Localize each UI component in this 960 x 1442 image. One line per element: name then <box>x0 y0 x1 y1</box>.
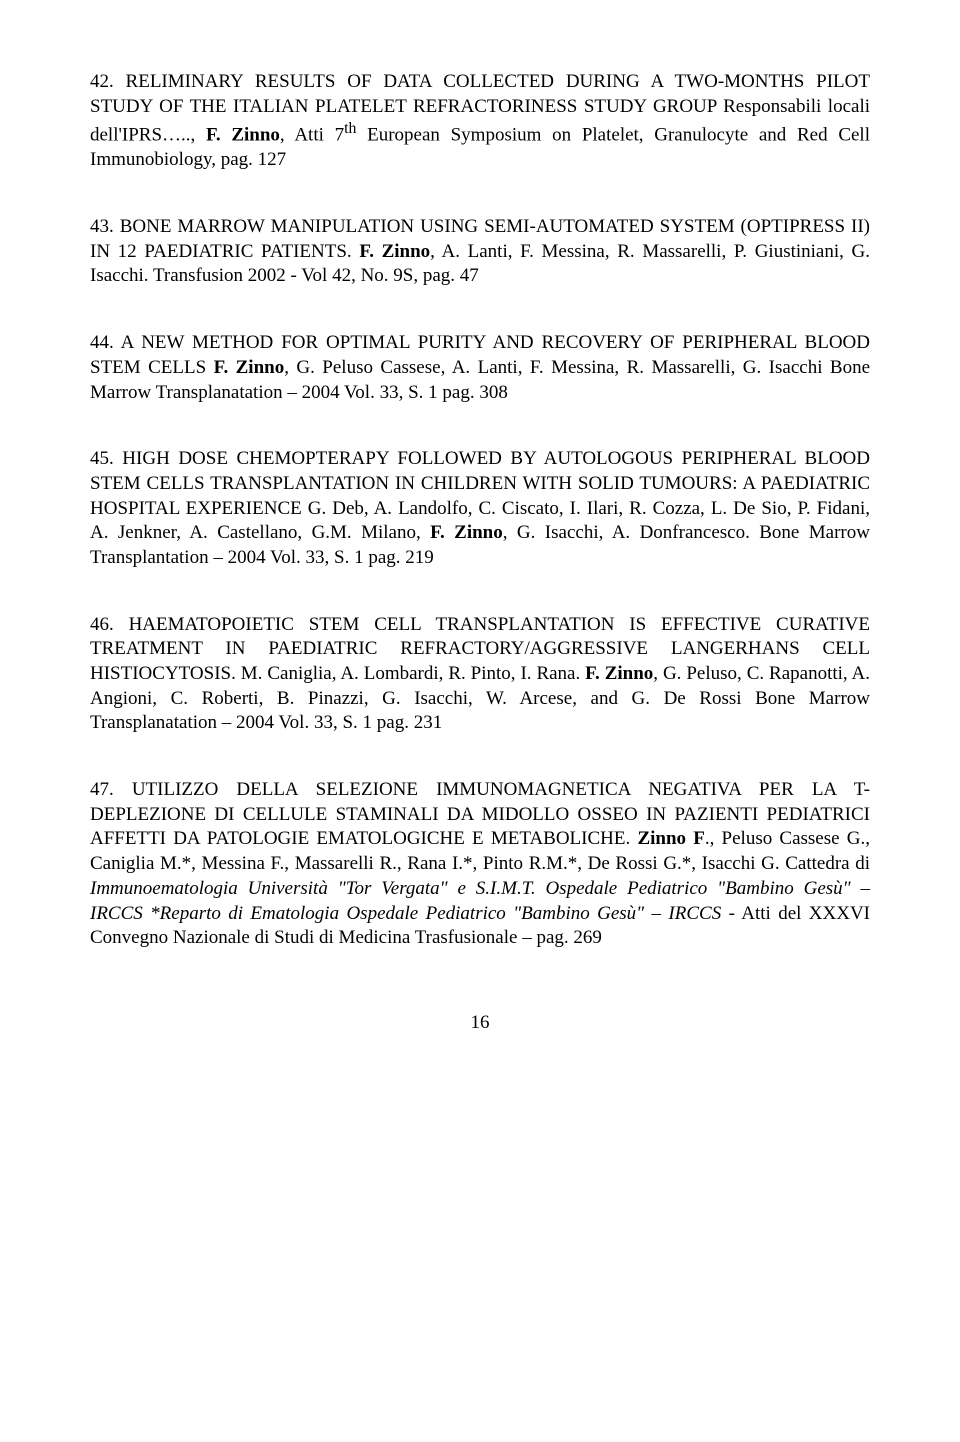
entry-number: 43. <box>90 216 114 237</box>
author-bold: Zinno F <box>637 828 704 849</box>
entry-text: , Atti 7 <box>280 125 344 146</box>
entry-number: 46. <box>90 614 114 635</box>
author-bold: F. Zinno <box>585 663 653 684</box>
sup: th <box>344 120 356 137</box>
entry-number: 44. <box>90 332 114 353</box>
author-bold: F. Zinno <box>359 241 430 262</box>
page-number: 16 <box>90 1011 870 1036</box>
entry-44: 44. A NEW METHOD FOR OPTIMAL PURITY AND … <box>90 331 870 405</box>
entry-46: 46. HAEMATOPOIETIC STEM CELL TRANSPLANTA… <box>90 613 870 736</box>
entry-number: 47. <box>90 779 114 800</box>
entry-47: 47. UTILIZZO DELLA SELEZIONE IMMUNOMAGNE… <box>90 778 870 951</box>
author-bold: F. Zinno <box>206 125 280 146</box>
entry-45: 45. HIGH DOSE CHEMOPTERAPY FOLLOWED BY A… <box>90 447 870 570</box>
author-bold: F. Zinno <box>214 357 285 378</box>
entry-43: 43. BONE MARROW MANIPULATION USING SEMI-… <box>90 215 870 289</box>
entry-number: 45. <box>90 448 114 469</box>
entry-42: 42. RELIMINARY RESULTS OF DATA COLLECTED… <box>90 70 870 173</box>
entry-number: 42. <box>90 71 114 92</box>
author-bold: F. Zinno <box>430 522 503 543</box>
